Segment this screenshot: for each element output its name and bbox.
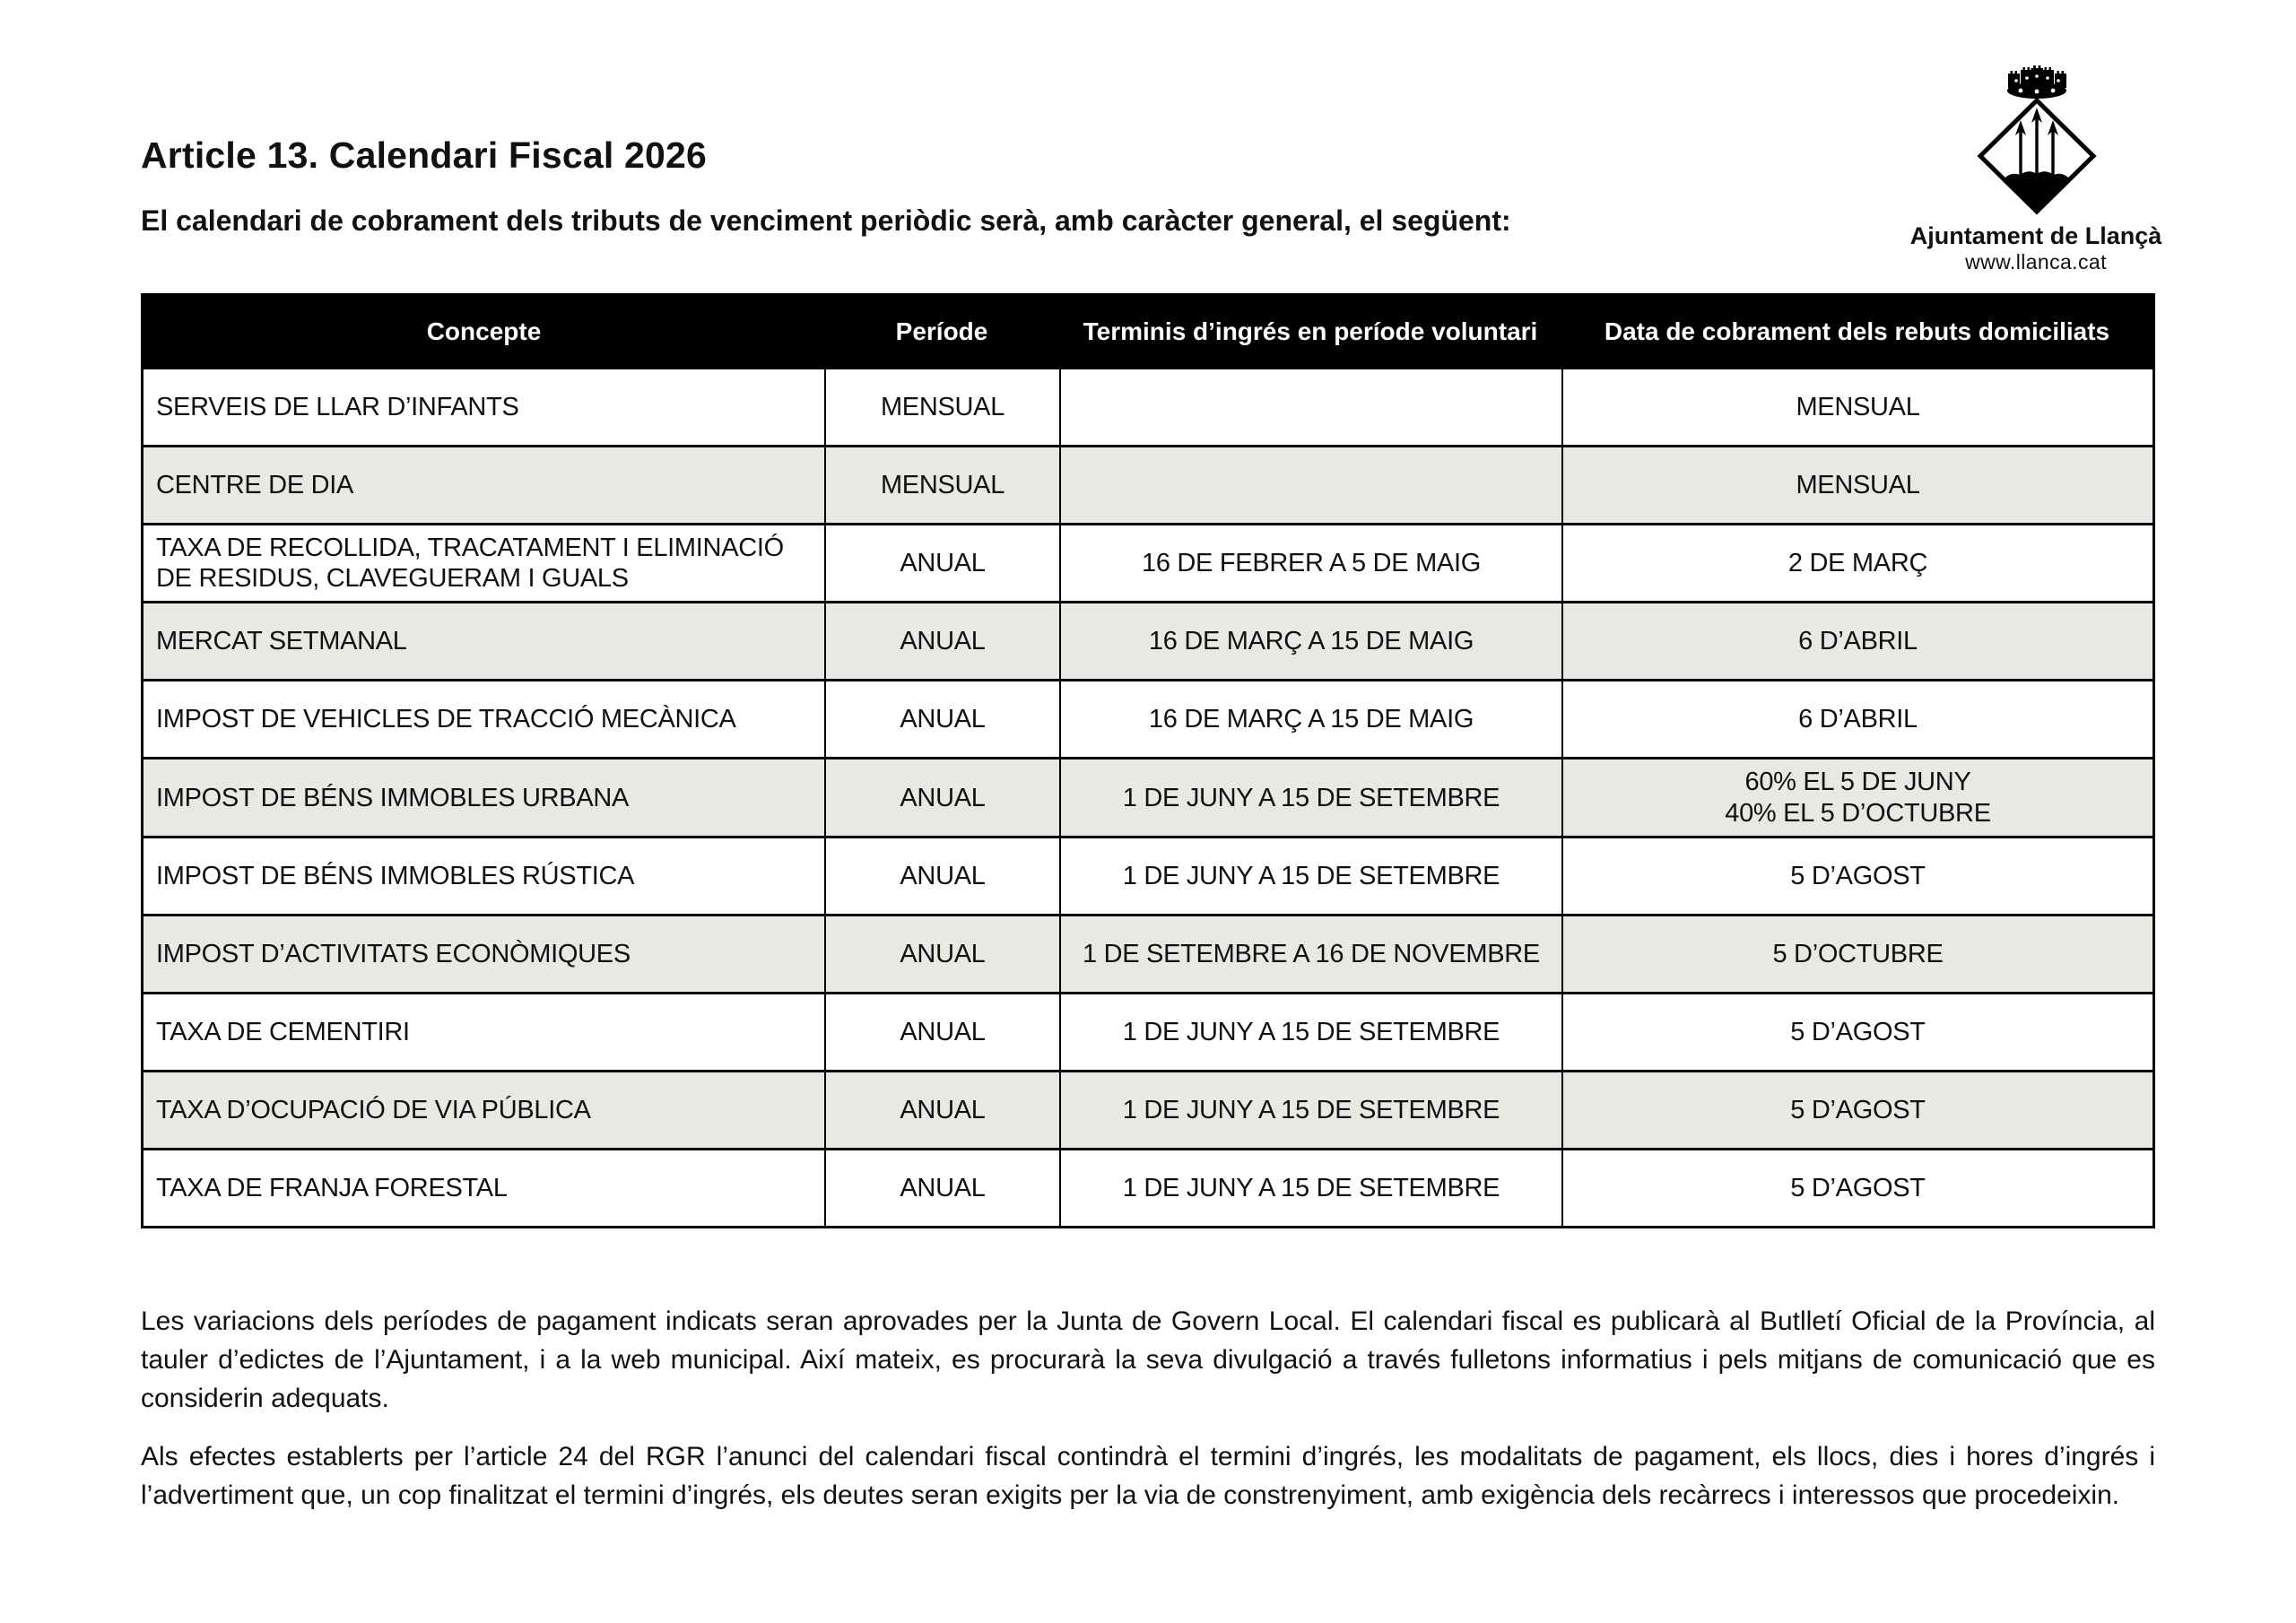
cell-terminis: 1 DE JUNY A 15 DE SETEMBRE [1059, 1150, 1561, 1226]
page-subtitle: El calendari de cobrament dels tributs d… [141, 204, 1511, 237]
cell-terminis: 1 DE JUNY A 15 DE SETEMBRE [1059, 759, 1561, 836]
col-header-terminis: Terminis d’ingrés en període voluntari [1083, 317, 1538, 345]
cell-terminis: 1 DE SETEMBRE A 16 DE NOVEMBRE [1059, 916, 1561, 992]
cell-concepte: TAXA DE CEMENTIRI [156, 1017, 410, 1046]
note-paragraph-2: Als efectes establerts per l’article 24 … [141, 1442, 2155, 1510]
cell-concepte: SERVEIS DE LLAR D’INFANTS [156, 392, 519, 421]
table-header-row: Concepte Període Terminis d’ingrés en pe… [144, 296, 2152, 367]
org-name: Ajuntament de Llançà [1909, 222, 2162, 249]
table-row: SERVEIS DE LLAR D’INFANTS MENSUAL MENSUA… [144, 367, 2152, 445]
coat-of-arms-icon [1977, 65, 2097, 215]
cell-concepte: CENTRE DE DIA [156, 470, 354, 499]
table-row: IMPOST DE BÉNS IMMOBLES URBANA ANUAL 1 D… [144, 757, 2152, 836]
cell-data-cobrament: 5 D’AGOST [1561, 994, 2152, 1070]
notes-section: Les variacions dels períodes de pagament… [141, 1302, 2155, 1534]
org-website: www.llanca.cat [1965, 250, 2107, 273]
cell-periode: ANUAL [824, 525, 1059, 602]
cell-periode: MENSUAL [824, 369, 1059, 445]
cell-periode: ANUAL [824, 994, 1059, 1070]
table-row: TAXA D’OCUPACIÓ DE VIA PÚBLICA ANUAL 1 D… [144, 1069, 2152, 1148]
cell-periode: ANUAL [824, 681, 1059, 758]
cell-data-cobrament: MENSUAL [1561, 369, 2152, 445]
cell-concepte: IMPOST DE BÉNS IMMOBLES RÚSTICA [156, 861, 635, 890]
cell-terminis [1059, 447, 1561, 523]
table-row: TAXA DE FRANJA FORESTAL ANUAL 1 DE JUNY … [144, 1147, 2152, 1226]
cell-data-cobrament: 6 D’ABRIL [1561, 681, 2152, 758]
cell-periode: ANUAL [824, 603, 1059, 680]
table-row: TAXA DE RECOLLIDA, TRACATAMENT I ELIMINA… [144, 523, 2152, 602]
cell-data-cobrament: 5 D’AGOST [1561, 838, 2152, 914]
cell-concepte: TAXA DE FRANJA FORESTAL [156, 1173, 508, 1202]
table-row: IMPOST DE BÉNS IMMOBLES RÚSTICA ANUAL 1 … [144, 835, 2152, 914]
table-row: CENTRE DE DIA MENSUAL MENSUAL [144, 445, 2152, 523]
cell-concepte: TAXA DE RECOLLIDA, TRACATAMENT I ELIMINA… [156, 534, 784, 594]
cell-terminis: 1 DE JUNY A 15 DE SETEMBRE [1059, 838, 1561, 914]
cell-periode: ANUAL [824, 916, 1059, 992]
cell-concepte: IMPOST DE BÉNS IMMOBLES URBANA [156, 783, 630, 812]
table-row: IMPOST DE VEHICLES DE TRACCIÓ MECÀNICA A… [144, 679, 2152, 758]
page-title: Article 13. Calendari Fiscal 2026 [141, 135, 708, 176]
cell-data-cobrament: 5 D’AGOST [1561, 1072, 2152, 1148]
cell-periode: ANUAL [824, 759, 1059, 836]
col-header-concepte: Concepte [426, 317, 542, 345]
cell-terminis: 16 DE FEBRER A 5 DE MAIG [1059, 525, 1561, 602]
cell-concepte: MERCAT SETMANAL [156, 627, 407, 656]
cell-data-cobrament: 6 D’ABRIL [1561, 603, 2152, 680]
cell-data-cobrament: MENSUAL [1561, 447, 2152, 523]
col-header-periode: Període [895, 317, 988, 345]
cell-periode: MENSUAL [824, 447, 1059, 523]
table-row: IMPOST D’ACTIVITATS ECONÒMIQUES ANUAL 1 … [144, 913, 2152, 992]
table-row: MERCAT SETMANAL ANUAL 16 DE MARÇ A 15 DE… [144, 601, 2152, 680]
cell-terminis: 16 DE MARÇ A 15 DE MAIG [1059, 681, 1561, 758]
cell-terminis [1059, 369, 1561, 445]
cell-periode: ANUAL [824, 1150, 1059, 1226]
cell-terminis: 1 DE JUNY A 15 DE SETEMBRE [1059, 994, 1561, 1070]
cell-data-cobrament: 5 D’AGOST [1561, 1150, 2152, 1226]
col-header-data-cobrament: Data de cobrament dels rebuts domiciliat… [1604, 317, 2110, 345]
cell-periode: ANUAL [824, 838, 1059, 914]
cell-terminis: 1 DE JUNY A 15 DE SETEMBRE [1059, 1072, 1561, 1148]
cell-concepte: TAXA D’OCUPACIÓ DE VIA PÚBLICA [156, 1095, 591, 1124]
note-paragraph-1: Les variacions dels períodes de pagament… [141, 1306, 2155, 1413]
cell-data-cobrament: 60% EL 5 DE JUNY 40% EL 5 D’OCTUBRE [1561, 759, 2152, 836]
table-body: SERVEIS DE LLAR D’INFANTS MENSUAL MENSUA… [144, 367, 2152, 1226]
fiscal-calendar-table: Concepte Període Terminis d’ingrés en pe… [141, 293, 2155, 1228]
table-row: TAXA DE CEMENTIRI ANUAL 1 DE JUNY A 15 D… [144, 991, 2152, 1070]
cell-periode: ANUAL [824, 1072, 1059, 1148]
cell-terminis: 16 DE MARÇ A 15 DE MAIG [1059, 603, 1561, 680]
cell-data-cobrament: 5 D’OCTUBRE [1561, 916, 2152, 992]
municipal-logo: Ajuntament de Llançà www.llanca.cat [1901, 63, 2170, 274]
cell-concepte: IMPOST DE VEHICLES DE TRACCIÓ MECÀNICA [156, 705, 736, 734]
cell-concepte: IMPOST D’ACTIVITATS ECONÒMIQUES [156, 939, 631, 968]
cell-data-cobrament: 2 DE MARÇ [1561, 525, 2152, 602]
